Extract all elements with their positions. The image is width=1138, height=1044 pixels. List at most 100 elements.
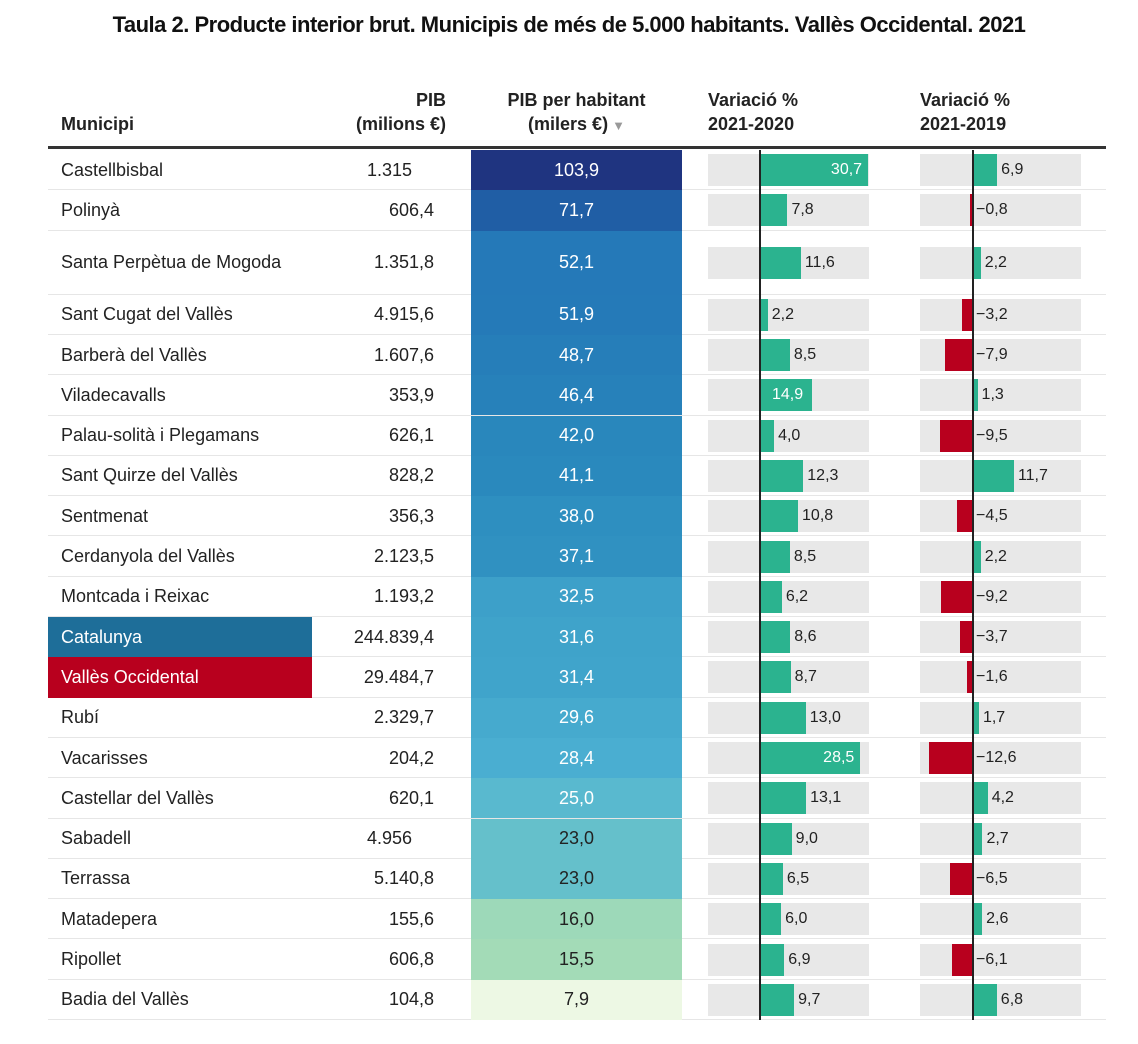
variation-bar-v19 bbox=[973, 701, 979, 734]
variation-label-v20: 8,5 bbox=[793, 547, 817, 565]
header-var20-line1: Variació % bbox=[708, 90, 799, 110]
variation-bar-v19 bbox=[973, 459, 1014, 492]
municipi-name: Castellbisbal bbox=[61, 159, 164, 180]
municipi-name: Ripollet bbox=[61, 949, 122, 970]
pib-per-habitant-cell: 103,9 bbox=[471, 150, 682, 191]
variation-label-v19: 2,7 bbox=[986, 829, 1009, 847]
variation-label-v20: 2,2 bbox=[771, 305, 794, 323]
variation-bar-v19 bbox=[945, 339, 973, 372]
pib-value: 29.484,7 bbox=[363, 666, 434, 687]
variation-bar-v19 bbox=[973, 903, 983, 936]
variation-bar-v19 bbox=[950, 862, 973, 895]
variation-label-v19: 2,2 bbox=[984, 547, 1007, 565]
variation-bar-v19 bbox=[973, 246, 981, 279]
pib-per-habitant-cell: 23,0 bbox=[471, 818, 682, 859]
header-pib-per-habitant[interactable]: PIB per habitant (milers €) ▼ bbox=[471, 88, 682, 138]
variation-bar-v20 bbox=[760, 701, 806, 734]
pib-value: 1.193,2 bbox=[373, 586, 434, 607]
pib-per-habitant-cell: 28,4 bbox=[471, 737, 682, 779]
variation-bar-v20 bbox=[760, 419, 775, 452]
sort-down-icon[interactable]: ▼ bbox=[612, 118, 625, 133]
header-divider bbox=[48, 146, 1106, 149]
variation-bar-v20 bbox=[760, 379, 813, 412]
pib-value: 5.140,8 bbox=[373, 868, 434, 889]
variation-bar-v19 bbox=[928, 742, 973, 775]
highlight-band-catalunya bbox=[48, 617, 312, 658]
variation-bar-v19 bbox=[960, 621, 973, 654]
municipi-name: Cerdanyola del Vallès bbox=[61, 546, 235, 567]
variation-label-v19: 2,6 bbox=[986, 910, 1009, 928]
variation-bar-v19 bbox=[973, 154, 998, 187]
pib-per-habitant-cell: 23,0 bbox=[471, 858, 682, 900]
variation-label-v19: 6,9 bbox=[1001, 161, 1024, 179]
variation-bar-v19 bbox=[967, 661, 973, 694]
variation-bar-v20 bbox=[760, 246, 801, 279]
pib-value: 353,9 bbox=[388, 384, 434, 405]
variation-track-v19 bbox=[920, 822, 1081, 855]
variation-track-v20 bbox=[708, 194, 869, 227]
variation-label-v19: 2,2 bbox=[984, 253, 1007, 271]
municipi-name: Vacarisses bbox=[61, 747, 148, 768]
variation-bar-v19 bbox=[961, 298, 973, 331]
pib-per-habitant-cell: 31,4 bbox=[471, 657, 682, 698]
variation-bar-v20 bbox=[760, 782, 807, 815]
variation-track-v19 bbox=[920, 540, 1081, 573]
pib-per-habitant-cell: 52,1 bbox=[471, 230, 682, 295]
header-variacio-2020[interactable]: Variació % 2021-2020 bbox=[708, 88, 798, 136]
variation-bar-v19 bbox=[973, 782, 988, 815]
pib-per-habitant-cell: 42,0 bbox=[471, 415, 682, 456]
variation-bar-v20 bbox=[760, 822, 792, 855]
header-pph-line1: PIB per habitant bbox=[507, 90, 646, 110]
header-pib-line1: PIB bbox=[415, 90, 446, 110]
variation-bar-v20 bbox=[760, 621, 791, 654]
variation-bar-v19 bbox=[940, 580, 973, 613]
variation-bar-v20 bbox=[760, 194, 788, 227]
variation-label-v19: −9,5 bbox=[976, 426, 1008, 444]
variation-label-v20: 8,5 bbox=[793, 346, 817, 364]
variation-bar-v19 bbox=[939, 419, 973, 452]
variation-bar-v20 bbox=[760, 983, 795, 1016]
variation-track-v19 bbox=[920, 621, 1081, 654]
variation-bar-v19 bbox=[951, 943, 973, 976]
variation-label-v20: 9,7 bbox=[798, 990, 821, 1008]
header-pib[interactable]: PIB (milions €) bbox=[300, 88, 446, 136]
pib-value: 626,1 bbox=[388, 425, 434, 446]
header-municipi[interactable]: Municipi bbox=[61, 114, 134, 134]
pib-value: 356,3 bbox=[388, 505, 434, 526]
municipi-name: Viladecavalls bbox=[61, 384, 166, 405]
variation-label-v20: 11,6 bbox=[804, 253, 835, 271]
variation-track-v19 bbox=[920, 194, 1081, 227]
variation-label-v20: 6,0 bbox=[785, 910, 808, 928]
header-var19-line1: Variació % bbox=[920, 90, 1011, 110]
header-variacio-2019[interactable]: Variació % 2021-2019 bbox=[920, 88, 1010, 136]
variation-bar-v20 bbox=[760, 862, 783, 895]
variation-bar-v19 bbox=[973, 379, 978, 412]
variation-track-v20 bbox=[708, 903, 869, 936]
variation-label-v20: 12,3 bbox=[807, 466, 839, 484]
variation-bar-v19 bbox=[973, 822, 983, 855]
pib-value: 2.329,7 bbox=[373, 707, 434, 728]
variation-track-v19 bbox=[920, 701, 1081, 734]
municipi-name: Badia del Vallès bbox=[61, 989, 189, 1010]
variation-bar-v19 bbox=[973, 983, 997, 1016]
variation-track-v20 bbox=[708, 862, 869, 895]
variation-bar-v20 bbox=[760, 943, 785, 976]
pib-value: 828,2 bbox=[388, 465, 434, 486]
variation-label-v20: 8,7 bbox=[794, 668, 817, 686]
variation-label-v19: −9,2 bbox=[976, 587, 1008, 605]
variation-label-v20: 13,0 bbox=[809, 708, 841, 726]
highlight-band-valles bbox=[48, 657, 312, 698]
municipi-name: Sentmenat bbox=[61, 505, 149, 526]
pib-per-habitant-cell: 51,9 bbox=[471, 294, 682, 335]
variation-label-v19: −7,9 bbox=[976, 346, 1008, 364]
variation-label-v20: 8,6 bbox=[794, 628, 817, 646]
variation-label-v20: 6,9 bbox=[788, 950, 811, 968]
pib-per-habitant-cell: 48,7 bbox=[471, 334, 682, 376]
municipi-name: Montcada i Reixac bbox=[61, 586, 210, 607]
variation-track-v19 bbox=[920, 298, 1081, 331]
pib-per-habitant-cell: 7,9 bbox=[471, 979, 682, 1020]
pib-per-habitant-cell: 31,6 bbox=[471, 617, 682, 658]
pib-per-habitant-cell: 41,1 bbox=[471, 455, 682, 497]
variation-track-v19 bbox=[920, 903, 1081, 936]
